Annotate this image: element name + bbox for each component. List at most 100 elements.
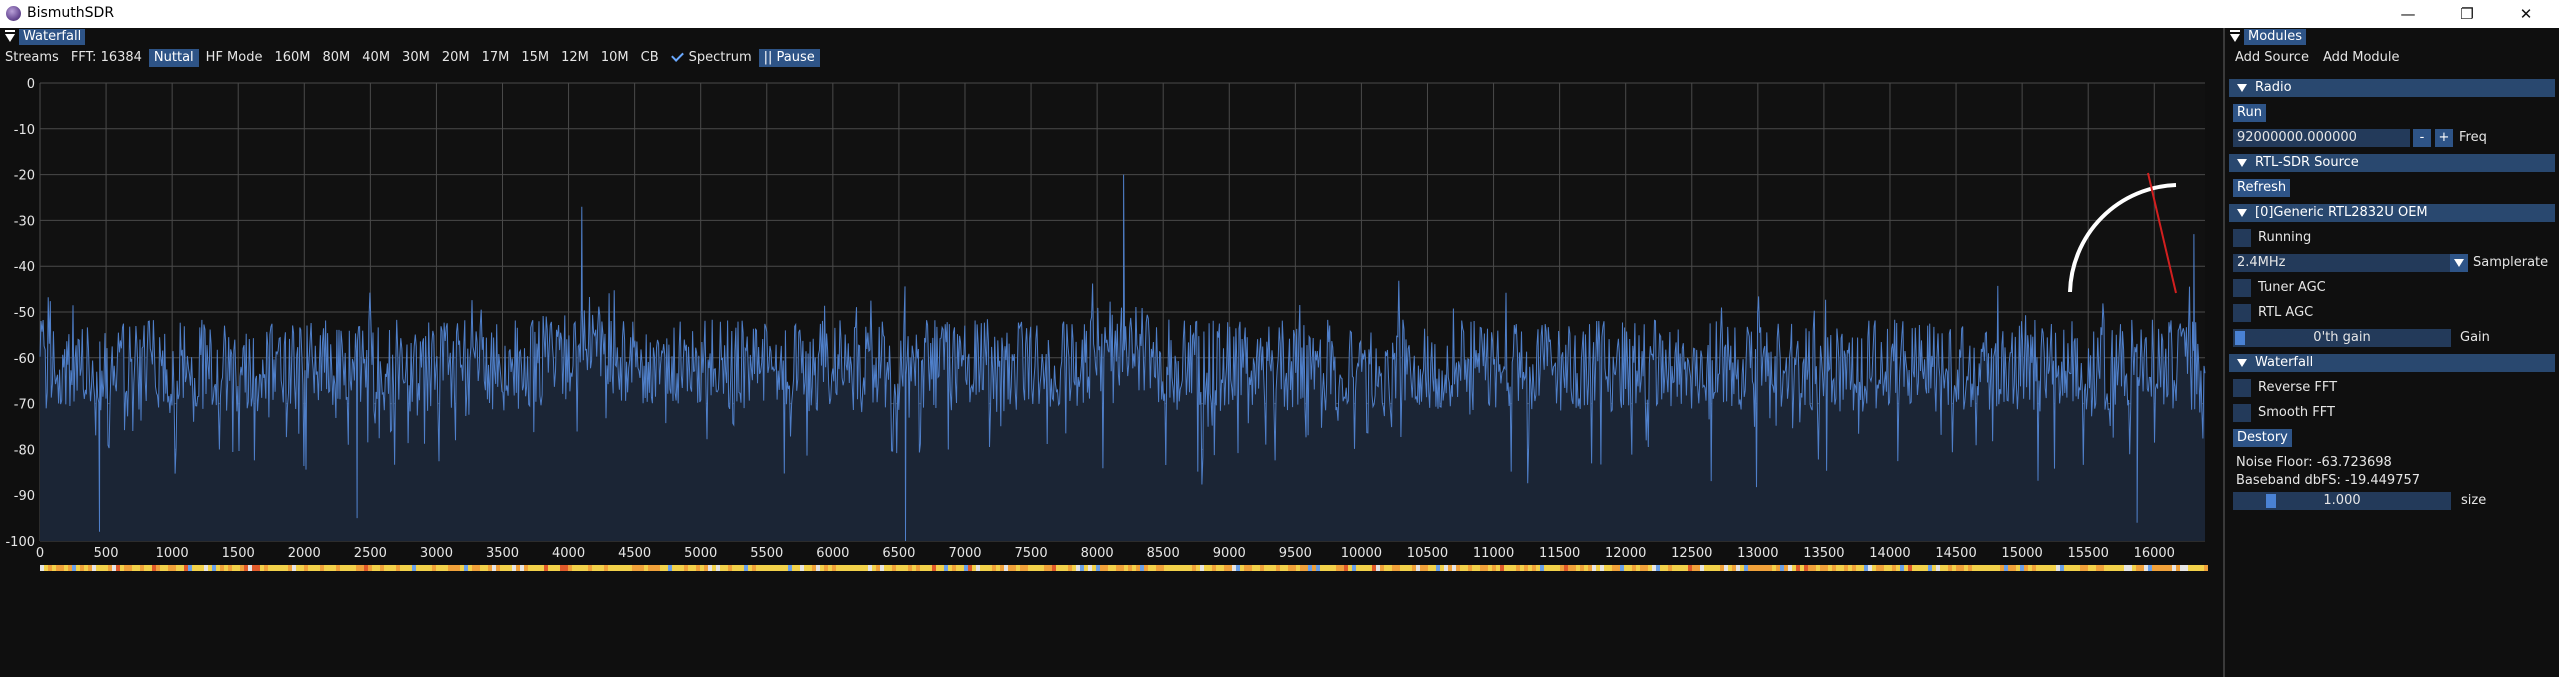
waterfall-pixel — [1536, 565, 1540, 571]
gain-slider[interactable]: 0'th gain — [2233, 329, 2451, 347]
waterfall-pixel — [684, 565, 688, 571]
toolbar-item-hf-mode[interactable]: HF Mode — [205, 50, 263, 65]
waterfall-pixel — [268, 565, 272, 571]
close-button[interactable]: ✕ — [2519, 5, 2533, 23]
waterfall-pixel — [356, 565, 360, 571]
x-tick-label: 5500 — [750, 546, 783, 561]
collapse-triangle-icon[interactable] — [5, 34, 15, 42]
toolbar-item-fft-16384[interactable]: FFT: 16384 — [70, 50, 142, 65]
waterfall-pixel — [2124, 565, 2128, 571]
spectrum-toggle[interactable]: Spectrum — [666, 49, 757, 67]
waterfall-pixel — [696, 565, 700, 571]
collapse-triangle-icon[interactable] — [2230, 34, 2240, 42]
waterfall-window: Waterfall Streams FFT: 16384 Nuttal HF Mode… — [0, 28, 2223, 677]
device-section-header[interactable]: [0]Generic RTL2832U OEM — [2229, 204, 2555, 222]
freq-minus-button[interactable]: - — [2413, 129, 2431, 147]
waterfall-pixel — [604, 565, 608, 571]
x-tick-label: 16000 — [2134, 546, 2175, 561]
waterfall-pixel — [1296, 565, 1300, 571]
waterfall-pixel — [616, 565, 620, 571]
radio-section-header[interactable]: Radio — [2229, 79, 2555, 97]
waterfall-pixel — [1268, 565, 1272, 571]
waterfall-pixel — [680, 565, 684, 571]
waterfall-pixel — [1780, 565, 1784, 571]
waterfall-pixel — [460, 565, 464, 571]
x-tick-label: 10500 — [1407, 546, 1448, 561]
panel-divider[interactable] — [2223, 28, 2225, 677]
add-source-button[interactable]: Add Source — [2235, 50, 2309, 65]
waterfall-pixel — [1004, 565, 1008, 571]
freq-plus-button[interactable]: + — [2435, 129, 2453, 147]
waterfall-pixel — [1984, 565, 1988, 571]
waterfall-pixel — [1532, 565, 1536, 571]
x-tick-label: 6000 — [816, 546, 849, 561]
toolbar-item-17m[interactable]: 17M — [481, 50, 510, 65]
toolbar-item-10m[interactable]: 10M — [600, 50, 629, 65]
waterfall-pixel — [184, 565, 188, 571]
waterfall-pixel — [1404, 565, 1408, 571]
waterfall-pixel — [1376, 565, 1380, 571]
toolbar-item-40m[interactable]: 40M — [362, 50, 391, 65]
toolbar-item-12m[interactable]: 12M — [561, 50, 589, 65]
waterfall-pixel — [1868, 565, 1872, 571]
waterfall-pixel — [1244, 565, 1248, 571]
rtl-sdr-section-header[interactable]: RTL-SDR Source — [2229, 154, 2555, 172]
waterfall-pixel — [420, 565, 424, 571]
chevron-down-icon[interactable] — [2450, 254, 2468, 272]
toolbar-item-nuttal[interactable]: Nuttal — [148, 49, 199, 67]
reverse-fft-checkbox[interactable] — [2233, 379, 2251, 397]
rtl-agc-checkbox[interactable] — [2233, 304, 2251, 322]
smooth-fft-checkbox[interactable] — [2233, 404, 2251, 422]
waterfall-pixel — [1704, 565, 1708, 571]
waterfall-pixel — [2072, 565, 2076, 571]
waterfall-pixel — [192, 565, 196, 571]
minimize-button[interactable]: — — [2400, 5, 2416, 23]
toolbar-item-streams[interactable]: Streams — [5, 50, 59, 65]
waterfall-pixel — [200, 565, 204, 571]
size-slider-handle[interactable] — [2266, 494, 2276, 508]
waterfall-pixel — [2132, 565, 2136, 571]
waterfall-pixel — [1924, 565, 1928, 571]
waterfall-pixel — [1388, 565, 1392, 571]
tuner-agc-checkbox[interactable] — [2233, 279, 2251, 297]
toolbar-item-20m[interactable]: 20M — [441, 50, 470, 65]
gain-slider-handle[interactable] — [2235, 331, 2245, 345]
samplerate-select[interactable]: 2.4MHz — [2233, 254, 2451, 272]
x-tick-label: 11500 — [1539, 546, 1580, 561]
toolbar-item-30m[interactable]: 30M — [402, 50, 430, 65]
waterfall-pixel — [1264, 565, 1268, 571]
restore-button[interactable]: ❐ — [2460, 5, 2474, 23]
waterfall-pixel — [1152, 565, 1156, 571]
waterfall-pixel — [436, 565, 440, 571]
running-checkbox[interactable] — [2233, 229, 2251, 247]
waterfall-module-header[interactable]: Waterfall — [2229, 354, 2555, 372]
run-button[interactable]: Run — [2233, 104, 2266, 122]
toolbar-item-15m[interactable]: 15M — [521, 50, 550, 65]
waterfall-pixel — [336, 565, 340, 571]
waterfall-pixel — [760, 565, 764, 571]
toolbar-item-160m[interactable]: 160M — [274, 50, 311, 65]
toolbar-item-80m[interactable]: 80M — [322, 50, 351, 65]
waterfall-pixel — [732, 565, 736, 571]
waterfall-pixel — [1880, 565, 1884, 571]
pause-button[interactable]: || Pause — [758, 49, 820, 67]
waterfall-pixel — [1196, 565, 1200, 571]
spectrum-plot[interactable]: 0-10-20-30-40-50-60-70-80-90-1000 500 1000… — [0, 69, 2223, 584]
waterfall-pixel — [764, 565, 768, 571]
destroy-button[interactable]: Destory — [2233, 429, 2292, 447]
freq-input[interactable]: 92000000.000000 — [2233, 129, 2410, 147]
add-module-button[interactable]: Add Module — [2322, 50, 2400, 65]
waterfall-pixel — [1332, 565, 1336, 571]
waterfall-pixel — [1008, 565, 1012, 571]
waterfall-pixel — [1424, 565, 1428, 571]
size-slider[interactable]: 1.000 — [2233, 492, 2451, 510]
waterfall-pixel — [584, 565, 588, 571]
refresh-button[interactable]: Refresh — [2233, 179, 2291, 197]
waterfall-pixel — [1996, 565, 2000, 571]
x-tick-label: 14500 — [1935, 546, 1976, 561]
toolbar-item-cb[interactable]: CB — [640, 50, 659, 65]
waterfall-pixel — [196, 565, 200, 571]
waterfall-pixel — [1580, 565, 1584, 571]
waterfall-pixel — [1612, 565, 1616, 571]
waterfall-pixel — [380, 565, 384, 571]
